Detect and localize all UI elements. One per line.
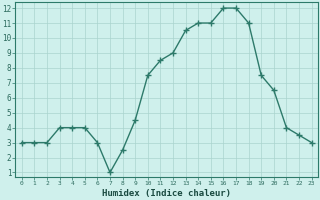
X-axis label: Humidex (Indice chaleur): Humidex (Indice chaleur) — [102, 189, 231, 198]
